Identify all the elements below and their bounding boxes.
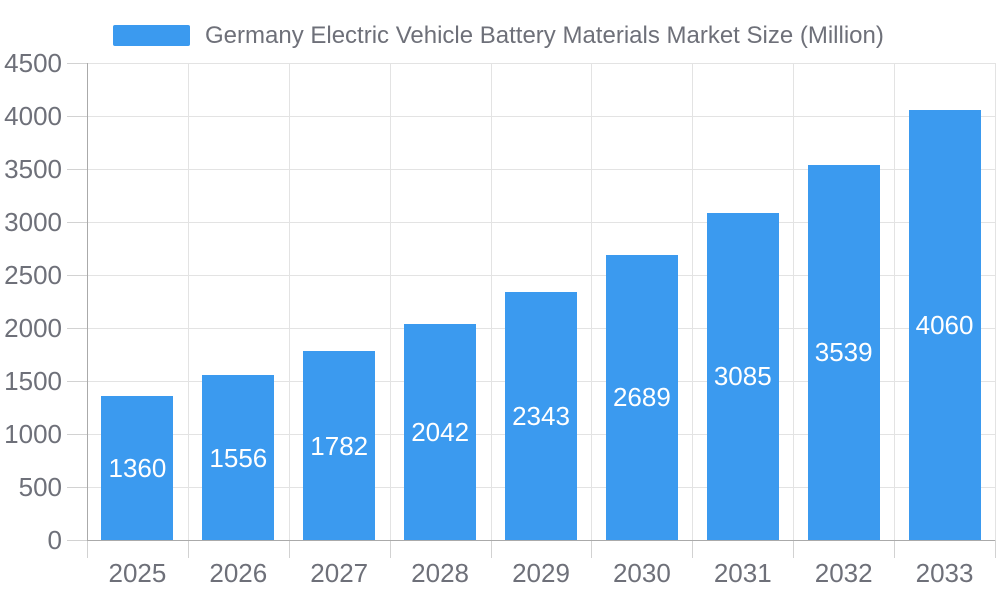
y-axis-tick-label: 1500: [4, 366, 62, 396]
legend-swatch: [113, 25, 190, 46]
v-gridline: [995, 63, 996, 540]
v-gridline: [389, 63, 391, 540]
bar-2026[interactable]: [202, 375, 275, 540]
y-axis-tick-label: 1000: [4, 419, 62, 449]
legend-label: Germany Electric Vehicle Battery Materia…: [205, 22, 884, 49]
h-gridline: [87, 275, 995, 276]
x-axis-category-label: 2031: [713, 558, 772, 588]
bar-2030[interactable]: [605, 254, 678, 540]
y-axis-tick: [67, 487, 87, 488]
x-axis-tick: [389, 540, 391, 558]
x-axis-tick: [490, 540, 492, 558]
x-axis-category-label: 2028: [411, 558, 470, 588]
v-gridline: [187, 63, 189, 540]
y-axis-tick-label: 500: [18, 472, 62, 502]
x-axis-category-label: 2025: [108, 558, 167, 588]
y-axis-tick-label: 4000: [4, 101, 62, 131]
x-axis-tick: [288, 540, 290, 558]
x-axis-tick: [894, 540, 896, 558]
y-axis-tick: [67, 328, 87, 329]
x-axis-tick: [187, 540, 189, 558]
y-axis-tick-label: 3500: [4, 154, 62, 184]
bar-2027[interactable]: [303, 351, 376, 540]
bar-2033[interactable]: [908, 109, 981, 540]
y-axis-tick: [67, 63, 87, 64]
bar-2032[interactable]: [807, 164, 880, 540]
h-gridline: [87, 169, 995, 170]
v-gridline: [894, 63, 896, 540]
h-gridline: [87, 222, 995, 223]
x-axis-category-label: 2032: [814, 558, 873, 588]
v-gridline: [793, 63, 795, 540]
y-axis-tick-label: 0: [47, 525, 62, 555]
y-axis-tick: [67, 275, 87, 276]
x-axis-category-label: 2033: [915, 558, 974, 588]
x-axis-tick: [87, 540, 88, 558]
v-gridline: [288, 63, 290, 540]
x-axis-category-label: 2030: [612, 558, 671, 588]
x-axis-tick: [793, 540, 795, 558]
y-axis-tick-label: 2500: [4, 260, 62, 290]
bar-2025[interactable]: [101, 395, 174, 540]
x-axis-category-label: 2027: [310, 558, 369, 588]
legend-item[interactable]: Germany Electric Vehicle Battery Materia…: [113, 22, 884, 49]
bar-2028[interactable]: [404, 323, 477, 540]
y-axis-tick: [67, 381, 87, 382]
x-axis-tick: [995, 540, 996, 558]
y-axis-tick-label: 3000: [4, 207, 62, 237]
v-gridline: [692, 63, 694, 540]
v-gridline: [490, 63, 492, 540]
x-axis-category-label: 2026: [209, 558, 268, 588]
h-gridline: [87, 116, 995, 117]
bar-2031[interactable]: [706, 212, 779, 540]
x-axis-line: [87, 540, 995, 541]
x-axis-category-label: 2029: [512, 558, 570, 588]
y-axis-tick: [67, 169, 87, 170]
y-axis-line: [87, 63, 88, 540]
y-axis-tick: [67, 540, 87, 541]
y-axis-tick-label: 2000: [4, 313, 62, 343]
y-axis-tick-label: 4500: [4, 48, 62, 78]
y-axis-tick: [67, 222, 87, 223]
x-axis-tick: [692, 540, 694, 558]
y-axis-tick: [67, 434, 87, 435]
y-axis-tick: [67, 116, 87, 117]
v-gridline: [591, 63, 593, 540]
h-gridline: [87, 63, 995, 64]
bar-2029[interactable]: [505, 291, 577, 540]
x-axis-tick: [591, 540, 593, 558]
